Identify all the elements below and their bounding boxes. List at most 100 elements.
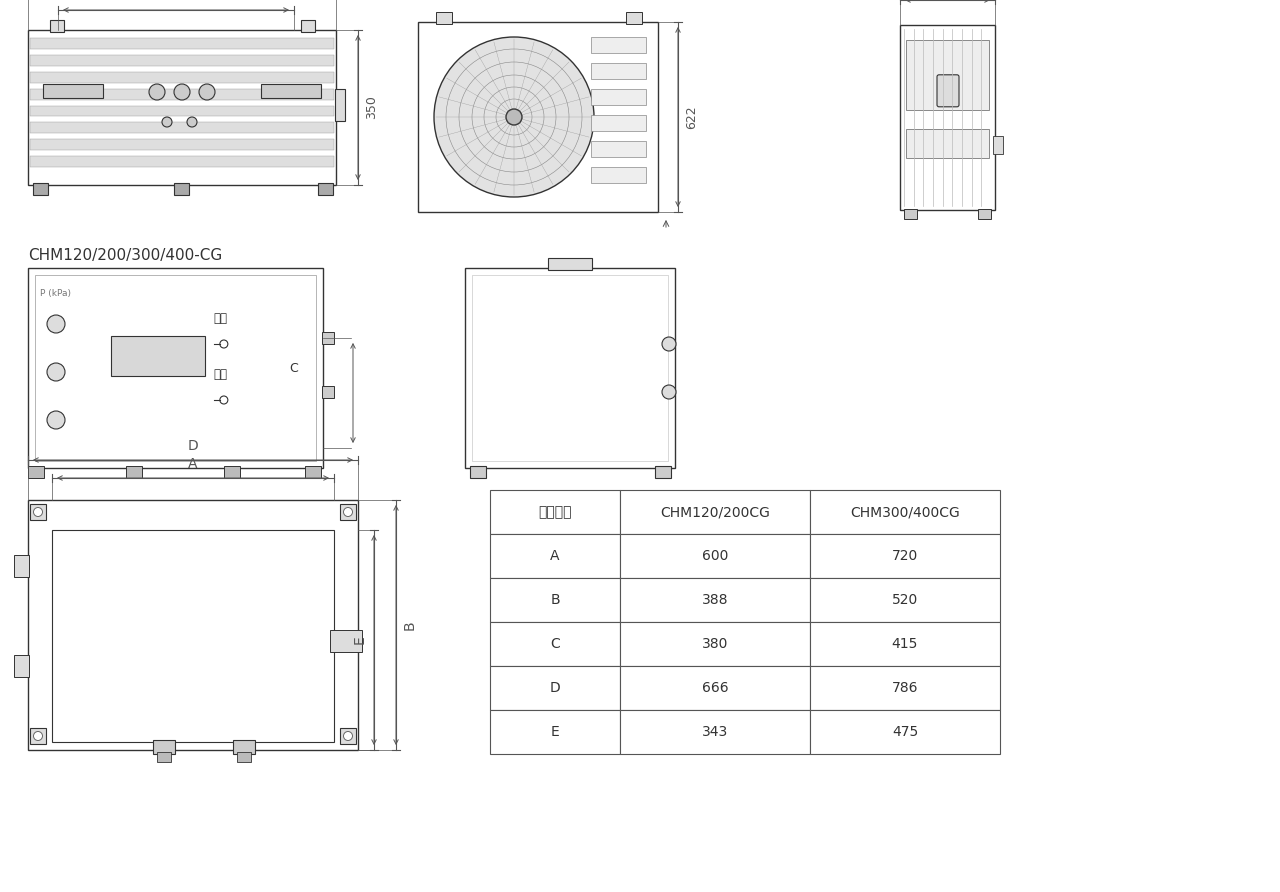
Bar bbox=[620, 534, 810, 578]
Circle shape bbox=[47, 315, 65, 333]
Bar bbox=[620, 710, 810, 754]
Bar bbox=[28, 466, 44, 478]
Bar bbox=[470, 466, 486, 478]
Text: 进水: 进水 bbox=[214, 368, 228, 381]
Bar bbox=[465, 268, 675, 468]
Circle shape bbox=[47, 363, 65, 381]
Bar bbox=[50, 20, 64, 32]
Bar bbox=[490, 622, 620, 666]
Bar bbox=[44, 84, 102, 98]
Text: E: E bbox=[353, 636, 367, 644]
Bar bbox=[490, 666, 620, 710]
Text: 666: 666 bbox=[701, 681, 728, 695]
Circle shape bbox=[662, 337, 676, 351]
Bar bbox=[29, 139, 334, 150]
Text: 388: 388 bbox=[701, 593, 728, 607]
Bar bbox=[419, 22, 658, 212]
Bar bbox=[29, 504, 46, 520]
Bar bbox=[620, 666, 810, 710]
Bar bbox=[29, 156, 334, 167]
Bar bbox=[591, 167, 646, 183]
Bar bbox=[174, 183, 189, 195]
Bar bbox=[591, 63, 646, 79]
Bar bbox=[224, 466, 241, 478]
Bar bbox=[29, 105, 334, 117]
Bar bbox=[490, 578, 620, 622]
Bar bbox=[28, 30, 335, 185]
Bar bbox=[14, 555, 29, 577]
Text: 622: 622 bbox=[685, 105, 698, 128]
Bar bbox=[810, 534, 1000, 578]
Bar bbox=[33, 183, 49, 195]
Bar bbox=[29, 88, 334, 100]
Bar bbox=[591, 141, 646, 157]
Circle shape bbox=[174, 84, 189, 100]
Bar bbox=[620, 622, 810, 666]
Bar bbox=[978, 209, 991, 219]
Text: 570: 570 bbox=[164, 0, 188, 3]
Circle shape bbox=[506, 109, 522, 125]
Circle shape bbox=[198, 84, 215, 100]
Bar bbox=[52, 530, 334, 742]
Bar bbox=[810, 490, 1000, 534]
Text: B: B bbox=[403, 620, 417, 630]
Bar bbox=[655, 466, 671, 478]
Bar bbox=[330, 630, 362, 652]
Bar bbox=[29, 728, 46, 744]
FancyBboxPatch shape bbox=[937, 75, 959, 107]
Bar bbox=[906, 128, 989, 158]
Bar bbox=[436, 12, 452, 24]
Bar bbox=[125, 466, 142, 478]
Bar bbox=[261, 84, 321, 98]
Text: 380: 380 bbox=[701, 637, 728, 651]
Bar bbox=[591, 115, 646, 131]
Bar bbox=[620, 490, 810, 534]
Text: 475: 475 bbox=[892, 725, 918, 739]
Circle shape bbox=[187, 117, 197, 127]
Bar bbox=[29, 122, 334, 133]
Bar bbox=[323, 386, 334, 398]
Circle shape bbox=[148, 84, 165, 100]
Bar bbox=[490, 490, 620, 534]
Circle shape bbox=[33, 731, 42, 740]
Bar bbox=[810, 666, 1000, 710]
Bar bbox=[317, 183, 333, 195]
Text: 350: 350 bbox=[365, 95, 378, 120]
Bar bbox=[35, 275, 316, 461]
Circle shape bbox=[662, 385, 676, 399]
Text: 机组型号: 机组型号 bbox=[539, 505, 572, 519]
Circle shape bbox=[33, 508, 42, 516]
Circle shape bbox=[343, 508, 352, 516]
Bar bbox=[900, 25, 995, 210]
Bar bbox=[323, 332, 334, 344]
Bar bbox=[472, 275, 668, 461]
Bar bbox=[305, 466, 321, 478]
Circle shape bbox=[343, 731, 352, 740]
Bar bbox=[490, 534, 620, 578]
Text: CHM300/400CG: CHM300/400CG bbox=[850, 505, 960, 519]
Text: 720: 720 bbox=[892, 549, 918, 563]
Bar bbox=[993, 136, 1004, 154]
Text: C: C bbox=[289, 361, 298, 375]
Text: 出水: 出水 bbox=[214, 312, 228, 325]
Text: A: A bbox=[188, 457, 197, 471]
Bar bbox=[626, 12, 643, 24]
Circle shape bbox=[163, 117, 172, 127]
Circle shape bbox=[434, 37, 594, 197]
Bar bbox=[340, 728, 356, 744]
Bar bbox=[233, 740, 255, 754]
Bar bbox=[591, 37, 646, 53]
Bar bbox=[29, 55, 334, 66]
Bar bbox=[490, 710, 620, 754]
Bar bbox=[157, 752, 172, 762]
Bar bbox=[620, 578, 810, 622]
Bar bbox=[810, 578, 1000, 622]
Bar bbox=[810, 622, 1000, 666]
Bar bbox=[237, 752, 251, 762]
Text: 343: 343 bbox=[701, 725, 728, 739]
Bar bbox=[28, 268, 323, 468]
Text: 786: 786 bbox=[892, 681, 918, 695]
Bar bbox=[110, 336, 205, 376]
Bar bbox=[591, 89, 646, 105]
Text: 600: 600 bbox=[701, 549, 728, 563]
